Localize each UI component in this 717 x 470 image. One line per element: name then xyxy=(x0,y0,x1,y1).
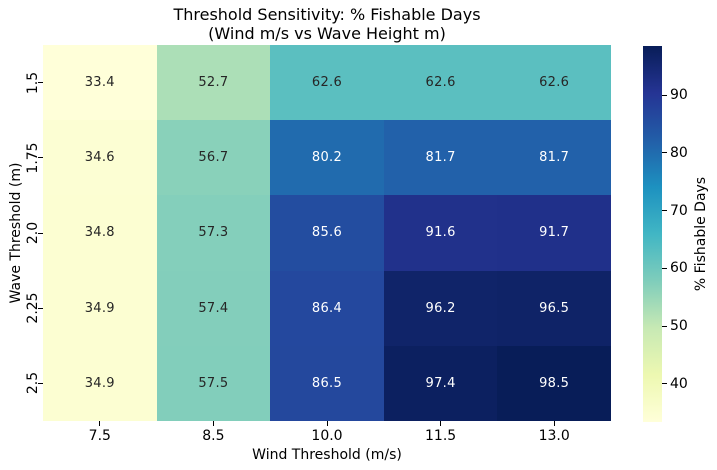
colorbar-tick-mark xyxy=(662,210,667,212)
heatmap-cell: 52.7 xyxy=(156,45,271,121)
heatmap-cell: 98.5 xyxy=(497,345,611,421)
chart-title-line2: (Wind m/s vs Wave Height m) xyxy=(208,24,446,43)
colorbar-tick-label: 40 xyxy=(670,375,688,392)
colorbar-tick-mark xyxy=(662,325,667,327)
y-axis-label: Wave Threshold (m) xyxy=(8,162,24,304)
heatmap-cell: 34.8 xyxy=(43,195,157,271)
heatmap-cell: 57.5 xyxy=(156,345,271,421)
colorbar-tick-label: 50 xyxy=(670,318,688,335)
heatmap-cell: 34.9 xyxy=(43,345,157,421)
y-tick-label: 2.5 xyxy=(25,372,41,395)
heatmap-cell: 96.2 xyxy=(383,270,498,346)
colorbar-tick-mark xyxy=(662,267,667,269)
heatmap-cell: 56.7 xyxy=(156,120,271,196)
heatmap-cell: 33.4 xyxy=(43,45,157,121)
x-tick-mark xyxy=(553,421,555,426)
x-tick-mark xyxy=(99,421,101,426)
x-tick-label: 7.5 xyxy=(88,428,111,444)
colorbar-label: % Fishable Days xyxy=(693,176,709,292)
heatmap-cell: 80.2 xyxy=(270,120,384,196)
heatmap-cell: 91.7 xyxy=(497,195,611,271)
heatmap-cell: 81.7 xyxy=(383,120,498,196)
chart-title-line1: Threshold Sensitivity: % Fishable Days xyxy=(173,5,481,24)
y-tick-label: 1.75 xyxy=(25,142,41,174)
heatmap-cell: 96.5 xyxy=(497,270,611,346)
x-axis-label: Wind Threshold (m/s) xyxy=(252,447,402,463)
heatmap-cell: 97.4 xyxy=(383,345,498,421)
x-tick-label: 11.5 xyxy=(425,428,457,444)
x-tick-mark xyxy=(326,421,328,426)
x-tick-label: 10.0 xyxy=(311,428,343,444)
heatmap-cell: 57.4 xyxy=(156,270,271,346)
colorbar-tick-mark xyxy=(662,94,667,96)
y-tick-mark xyxy=(38,232,43,234)
heatmap-cell: 86.4 xyxy=(270,270,384,346)
y-tick-mark xyxy=(38,82,43,84)
y-tick-label: 1.5 xyxy=(25,71,41,94)
colorbar-tick-label: 90 xyxy=(670,87,688,104)
colorbar-tick-mark xyxy=(662,383,667,385)
heatmap-cell: 34.9 xyxy=(43,270,157,346)
chart-title: Threshold Sensitivity: % Fishable Days (… xyxy=(43,5,611,43)
x-tick-label: 13.0 xyxy=(538,428,570,444)
y-tick-label: 2.0 xyxy=(25,221,41,245)
heatmap-cell: 62.6 xyxy=(270,45,384,121)
heatmap-cell: 86.5 xyxy=(270,345,384,421)
colorbar-tick-label: 70 xyxy=(670,202,688,219)
heatmap-cell: 85.6 xyxy=(270,195,384,271)
heatmap-cell: 91.6 xyxy=(383,195,498,271)
heatmap-plot: 33.4 52.7 62.6 62.6 62.6 34.6 56.7 80.2 81.7 81.7… xyxy=(43,45,611,421)
y-tick-label: 2.25 xyxy=(25,292,41,324)
x-tick-mark xyxy=(440,421,442,426)
colorbar-tick-label: 60 xyxy=(670,260,688,277)
colorbar-tick-label: 80 xyxy=(670,144,688,161)
heatmap-cell: 34.6 xyxy=(43,120,157,196)
y-tick-mark xyxy=(38,382,43,384)
heatmap-cell: 57.3 xyxy=(156,195,271,271)
x-tick-mark xyxy=(212,421,214,426)
y-tick-mark xyxy=(38,307,43,309)
colorbar-tick-mark xyxy=(662,152,667,154)
heatmap-cell: 81.7 xyxy=(497,120,611,196)
heatmap-cell: 62.6 xyxy=(383,45,498,121)
heatmap-cell: 62.6 xyxy=(497,45,611,121)
x-tick-label: 8.5 xyxy=(202,428,225,444)
y-tick-mark xyxy=(38,157,43,159)
colorbar xyxy=(643,46,662,422)
